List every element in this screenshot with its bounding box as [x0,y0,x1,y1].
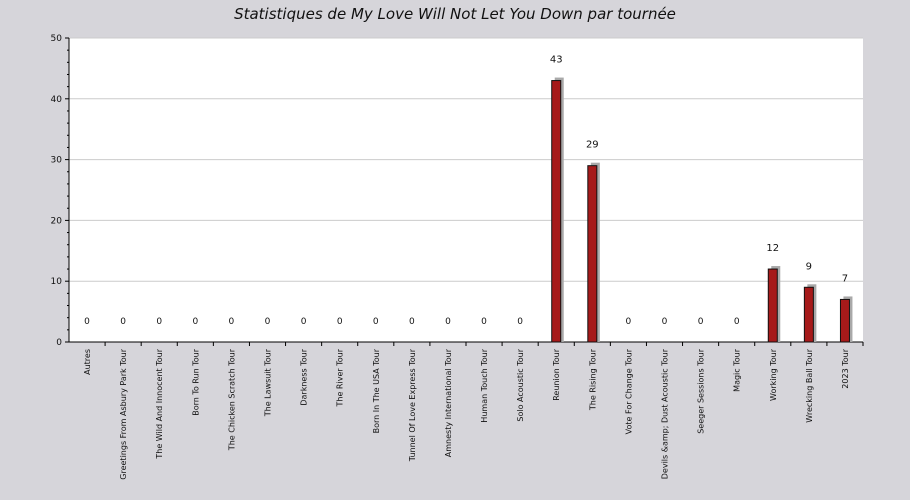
y-tick-label: 40 [51,95,63,105]
x-category-label: Magic Tour [733,348,742,392]
bar-value-label: 0 [626,317,632,327]
x-category-label: 2023 Tour [841,348,850,388]
x-category-label: The Lawsuit Tour [264,348,273,417]
bar-value-label: 9 [806,261,812,272]
bar-value-label: 0 [517,317,523,327]
bar-value-label: 0 [373,317,379,327]
x-category-label: Reunion Tour [552,348,561,400]
x-category-label: The Chicken Scratch Tour [227,348,236,451]
bar-value-label: 0 [445,317,451,327]
bar [587,165,598,343]
bar-value-label: 0 [409,317,415,327]
bar-value-label: 7 [842,273,848,284]
x-category-label: Wrecking Ball Tour [805,348,814,422]
bar [803,286,814,343]
y-tick-label: 30 [51,156,63,166]
y-tick-label: 10 [51,277,63,287]
y-tick-label: 50 [51,34,63,44]
bar [767,268,778,343]
x-category-label: Seeger Sessions Tour [697,348,706,433]
bar-value-label: 0 [156,317,162,327]
x-category-label: Born In The USA Tour [372,348,381,433]
bar-value-label: 0 [229,317,235,327]
bar-value-label: 0 [301,317,307,327]
bar-value-label: 0 [84,317,90,327]
bar-value-label: 0 [120,317,126,327]
bar-value-label: 0 [734,317,740,327]
bar-value-label: 0 [481,317,487,327]
x-category-label: Autres [83,349,92,375]
bar-value-label: 0 [192,317,198,327]
bar [551,80,562,343]
x-category-label: Human Touch Tour [480,348,489,422]
bar [839,298,850,343]
x-category-label: Solo Acoustic Tour [516,348,525,421]
bar-value-label: 12 [766,243,779,254]
plot-area [69,38,863,342]
x-category-label: Tunnel Of Love Express Tour [408,348,417,462]
x-category-label: Darkness Tour [300,348,309,405]
x-category-label: The Wild And Innocent Tour [155,348,164,459]
bar-value-label: 43 [550,55,563,66]
x-category-label: Devils &amp; Dust Acoustic Tour [661,348,670,479]
bar-value-label: 0 [265,317,271,327]
y-tick-label: 0 [56,338,62,348]
chart-title: Statistiques de My Love Will Not Let You… [234,5,676,23]
x-category-label: Working Tour [769,348,778,401]
x-category-label: Vote For Change Tour [624,348,633,434]
bar-value-label: 0 [662,317,668,327]
x-category-label: The River Tour [336,348,345,407]
x-category-label: Born To Run Tour [191,348,200,415]
bar-value-label: 0 [337,317,343,327]
bar-value-label: 29 [586,140,599,151]
x-category-label: Amnesty International Tour [444,348,453,457]
x-category-label: Greetings From Asbury Park Tour [119,348,128,479]
x-category-label: The Rising Tour [588,348,597,411]
bar-value-label: 0 [698,317,704,327]
y-tick-label: 20 [51,216,63,226]
